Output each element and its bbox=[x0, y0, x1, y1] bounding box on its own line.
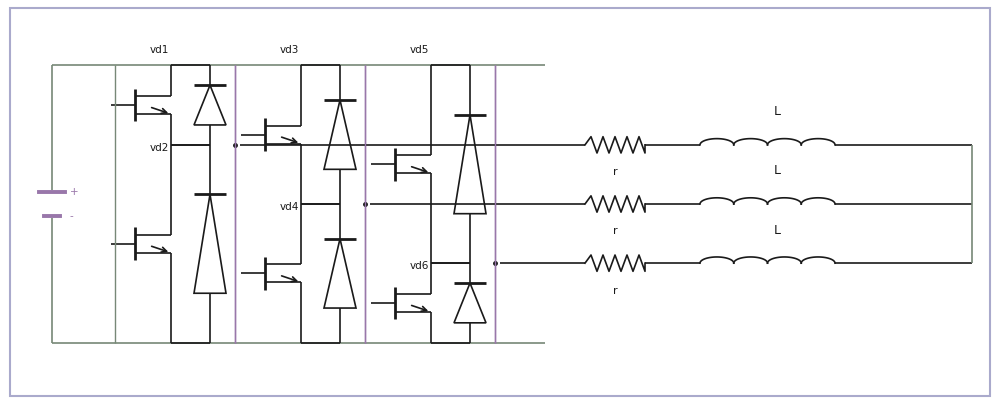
Text: vd1: vd1 bbox=[150, 45, 169, 55]
Text: vd3: vd3 bbox=[280, 45, 299, 55]
Text: r: r bbox=[613, 226, 617, 237]
Text: r: r bbox=[613, 167, 617, 177]
Text: vd4: vd4 bbox=[280, 202, 299, 212]
Text: L: L bbox=[774, 224, 781, 237]
Text: vd2: vd2 bbox=[150, 143, 169, 153]
Text: -: - bbox=[70, 211, 74, 221]
Text: +: + bbox=[70, 187, 79, 197]
Text: L: L bbox=[774, 164, 781, 177]
Text: vd5: vd5 bbox=[410, 45, 429, 55]
Text: r: r bbox=[613, 286, 617, 296]
Text: L: L bbox=[774, 105, 781, 118]
Text: vd6: vd6 bbox=[410, 261, 429, 271]
